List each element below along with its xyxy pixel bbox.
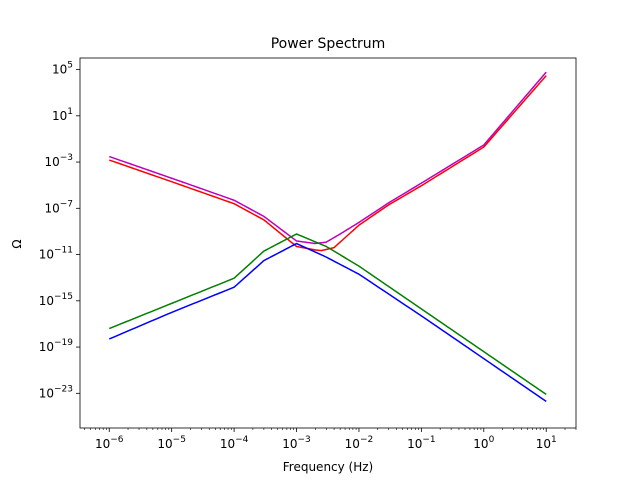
x-tick-exponent: −3 <box>298 435 311 445</box>
x-tick-exponent: −5 <box>173 435 186 445</box>
x-tick-exponent: −1 <box>422 435 435 445</box>
y-tick-exponent: −15 <box>54 292 73 302</box>
y-axis-label: Ω <box>10 239 24 248</box>
x-tick-exponent: −6 <box>110 435 124 445</box>
x-axis-label: Frequency (Hz) <box>283 460 374 474</box>
y-tick-exponent: −19 <box>54 338 73 348</box>
y-tick-exponent: 5 <box>67 61 73 71</box>
series-line-0 <box>109 71 547 245</box>
y-tick-exponent: −23 <box>54 384 73 394</box>
x-tick-exponent: 1 <box>551 435 557 445</box>
chart-title: Power Spectrum <box>271 36 386 52</box>
x-tick-exponent: 0 <box>489 435 495 445</box>
x-tick-exponent: −2 <box>360 435 373 445</box>
x-tick-exponent: −4 <box>235 435 249 445</box>
y-tick-exponent: −11 <box>54 246 73 256</box>
y-tick-exponent: −3 <box>60 153 73 163</box>
y-tick-exponent: −7 <box>60 199 73 209</box>
axes-frame <box>79 57 577 429</box>
y-tick-exponent: 1 <box>67 107 73 117</box>
series-line-2 <box>108 233 547 396</box>
series-line-3 <box>108 242 547 403</box>
series-line-1 <box>109 75 547 252</box>
